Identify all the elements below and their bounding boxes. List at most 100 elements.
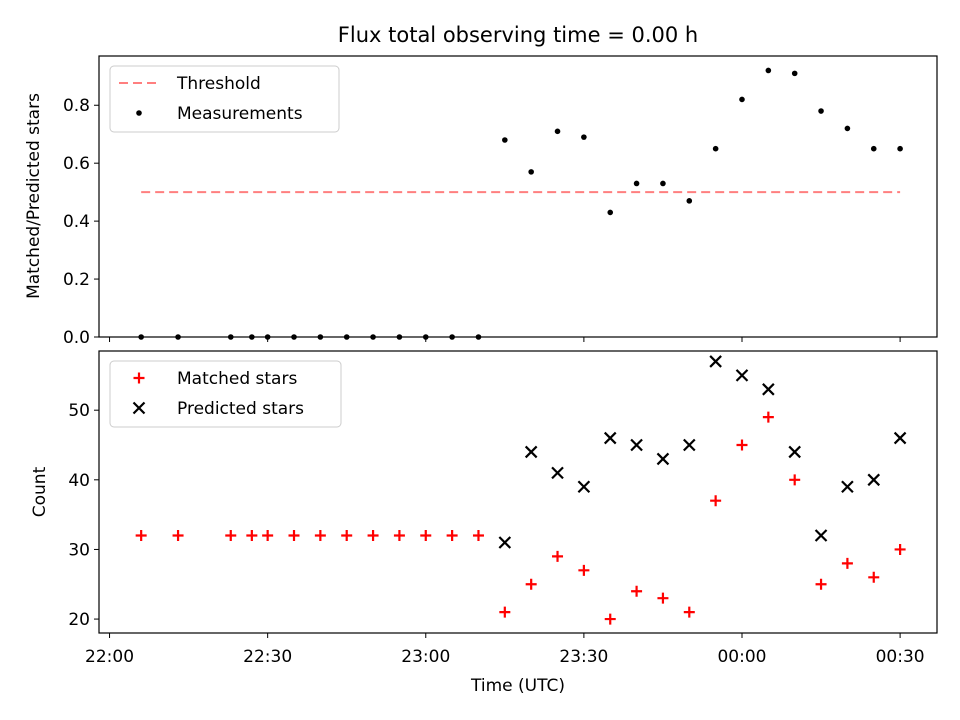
matched-star-point bbox=[894, 543, 906, 555]
predicted-star-point bbox=[551, 466, 564, 480]
legend-label: Threshold bbox=[176, 74, 261, 94]
matched-star-point bbox=[135, 530, 147, 542]
measurement-point bbox=[712, 145, 719, 152]
measurement-point bbox=[291, 334, 297, 340]
predicted-star-point bbox=[814, 529, 828, 542]
measurement-point bbox=[633, 180, 640, 187]
x-tick-label: 23:30 bbox=[559, 647, 608, 667]
matched-star-point bbox=[657, 592, 669, 604]
measurement-point bbox=[317, 334, 324, 340]
matched-star-point bbox=[314, 530, 326, 542]
predicted-star-point bbox=[683, 438, 696, 452]
matched-star-point bbox=[683, 606, 695, 618]
predicted-star-point bbox=[524, 445, 538, 459]
matched-star-point bbox=[736, 439, 748, 451]
measurement-point bbox=[870, 145, 877, 152]
predicted-star-point bbox=[867, 473, 881, 487]
measurement-point bbox=[502, 137, 508, 143]
measurement-point bbox=[449, 334, 455, 340]
legend: Threshold Measurements bbox=[109, 65, 340, 133]
y-tick-label: 0.6 bbox=[63, 154, 90, 174]
matched-star-point bbox=[393, 530, 405, 542]
predicted-star-point bbox=[656, 452, 670, 466]
matched-star-point bbox=[225, 530, 237, 542]
measurement-point bbox=[249, 334, 255, 340]
measurement-point bbox=[554, 128, 561, 135]
matched-star-point bbox=[420, 530, 432, 542]
predicted-star-point bbox=[893, 431, 907, 445]
matched-star-point bbox=[367, 530, 379, 542]
matched-star-point bbox=[262, 530, 274, 542]
legend-box bbox=[109, 360, 342, 428]
measurement-point bbox=[686, 198, 693, 204]
plot-frame bbox=[98, 55, 938, 338]
legend-measurement-swatch bbox=[136, 110, 142, 116]
measurement-point bbox=[475, 334, 482, 340]
measurement-point bbox=[765, 67, 772, 74]
top-y-axis-label: Matched/Predicted stars bbox=[24, 93, 44, 299]
measurement-point bbox=[607, 209, 614, 216]
matched-star-point bbox=[578, 564, 590, 576]
predicted-star-point bbox=[603, 431, 617, 445]
matched-star-point bbox=[341, 530, 353, 542]
measurement-point bbox=[422, 334, 429, 340]
predicted-star-point bbox=[709, 355, 722, 368]
y-tick-label: 0.4 bbox=[63, 212, 90, 232]
x-tick-label: 22:00 bbox=[85, 647, 134, 667]
measurement-point bbox=[370, 334, 376, 340]
y-tick-label: 0.8 bbox=[63, 96, 90, 116]
top-panel: 0.0 0.2 0.4 0.6 0.8 Threshold Measurements bbox=[63, 55, 938, 348]
predicted-star-point bbox=[498, 536, 512, 549]
bottom-panel: 20 30 40 50 22:00 22:30 23:00 23:30 00:00 00:30 Ma… bbox=[68, 350, 938, 667]
x-tick-label: 23:00 bbox=[401, 647, 450, 667]
measurement-point bbox=[897, 145, 903, 152]
matched-star-point bbox=[172, 530, 184, 542]
measurement-point bbox=[791, 70, 798, 77]
measurement-point bbox=[528, 169, 534, 175]
legend-label: Matched stars bbox=[177, 369, 297, 389]
measurement-point bbox=[818, 108, 824, 114]
matched-star-point bbox=[604, 613, 616, 625]
matched-star-point bbox=[446, 530, 458, 542]
legend-box bbox=[109, 65, 340, 133]
measurement-point bbox=[343, 334, 350, 340]
legend-label: Measurements bbox=[177, 104, 303, 124]
legend: Matched stars Predicted stars bbox=[109, 360, 342, 428]
measurement-point bbox=[396, 334, 403, 340]
predicted-star-point bbox=[841, 480, 854, 494]
matched-star-point bbox=[789, 474, 801, 486]
matched-star-point bbox=[246, 530, 258, 542]
chart-title: Flux total observing time = 0.00 h bbox=[338, 23, 698, 47]
bottom-y-axis-label: Count bbox=[30, 466, 50, 517]
matched-star-point bbox=[552, 550, 564, 562]
measurement-point bbox=[739, 96, 745, 103]
matched-star-point bbox=[762, 411, 774, 423]
y-tick-label: 50 bbox=[68, 401, 90, 421]
matched-star-point bbox=[631, 585, 643, 597]
matched-star-point bbox=[710, 495, 722, 507]
measurement-point bbox=[227, 334, 234, 340]
y-tick-label: 0.0 bbox=[63, 328, 90, 348]
measurement-point bbox=[660, 180, 666, 187]
measurement-point bbox=[175, 334, 181, 340]
predicted-star-point bbox=[762, 383, 775, 396]
predicted-star-point bbox=[630, 438, 643, 452]
plot-frame bbox=[98, 350, 938, 634]
matched-star-point bbox=[499, 606, 511, 618]
predicted-star-point bbox=[788, 445, 801, 459]
legend-label: Predicted stars bbox=[177, 399, 304, 419]
measurement-point bbox=[264, 334, 271, 340]
y-tick-label: 30 bbox=[68, 540, 90, 560]
matched-star-point bbox=[525, 578, 537, 590]
measurement-point bbox=[138, 334, 144, 340]
matched-star-point bbox=[815, 578, 827, 590]
predicted-star-point bbox=[577, 480, 591, 494]
x-axis-label: Time (UTC) bbox=[470, 676, 565, 696]
matched-star-point bbox=[868, 571, 880, 583]
matched-star-point bbox=[841, 557, 853, 569]
x-tick-label: 00:00 bbox=[717, 647, 766, 667]
y-tick-label: 40 bbox=[68, 471, 90, 491]
x-tick-label: 22:30 bbox=[243, 647, 292, 667]
measurement-point bbox=[844, 125, 851, 132]
